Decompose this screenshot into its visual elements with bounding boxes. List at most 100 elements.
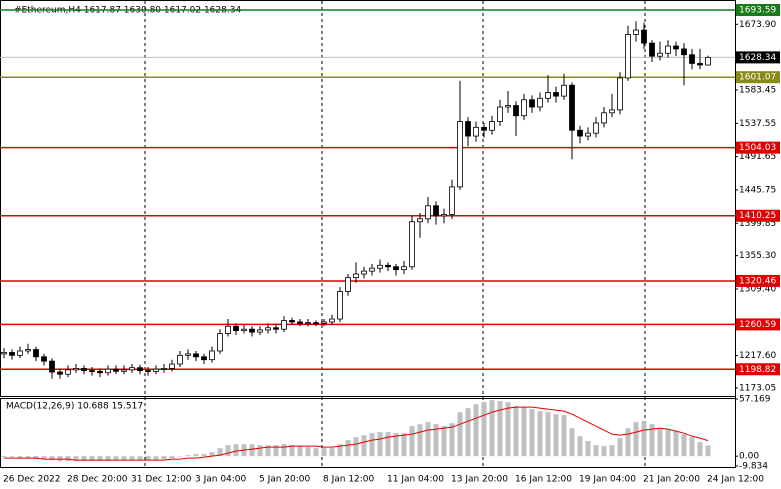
x-tick-label: 21 Jan 20:00 [643,475,700,485]
candle-body [265,327,271,331]
level-box [736,209,780,222]
macd-bar [481,402,487,457]
macd-bar [705,445,711,457]
candle-body [385,264,391,268]
candle-body [25,349,31,352]
macd-bar [193,454,199,457]
candle-body [313,322,319,325]
macd-bar [201,454,207,457]
candle-body [217,333,223,352]
y-tick-label: 1217.60 [739,351,776,361]
candle-body [673,45,679,50]
candle-body [649,42,655,57]
candle-body [185,353,191,356]
macd-bar [321,448,327,457]
candle-body [697,63,703,66]
macd-bar [401,433,407,457]
macd-bar [513,406,519,457]
macd-bar [81,456,87,462]
candle-body [641,29,647,44]
macd-bar [377,432,383,457]
level-box [736,274,780,287]
x-tick-label: 13 Jan 20:00 [451,475,508,485]
macd-bar [313,448,319,457]
level-label: 1410.25 [739,211,776,221]
macd-bar [593,445,599,457]
macd-bar [433,424,439,457]
candle-body [153,368,159,372]
candle-body [97,370,103,374]
macd-bar [49,456,55,461]
level-box [736,141,780,154]
candle-body [465,121,471,137]
macd-bar [609,445,615,457]
candle-body [137,367,143,371]
x-tick-label: 5 Jan 20:00 [259,475,311,485]
y-tick-label: 1399.85 [739,219,776,229]
candle-body [361,270,367,275]
candle-body [305,322,311,325]
candle-body [241,328,247,332]
macd-bar [217,448,223,457]
macd-signal-line [4,406,709,461]
macd-bar [233,444,239,457]
candle-body [377,264,383,269]
level-label: 1504.03 [739,143,776,153]
macd-bar [9,456,15,458]
y-tick-label: 1309.40 [739,284,776,294]
macd-bar [337,444,343,457]
candle-body [393,266,399,271]
x-tick-label: 19 Jan 04:00 [579,475,636,485]
macd-bar [129,456,135,461]
macd-bar [145,456,151,461]
x-tick-label: 26 Dec 2022 [3,475,61,485]
macd-bar [441,426,447,457]
candle-body [257,329,263,333]
candle-body [633,29,639,35]
candle-body [297,321,303,324]
candle-body [689,54,695,64]
candle-body [433,205,439,217]
x-tick-label: 24 Jan 12:00 [707,475,764,485]
candle-body [473,126,479,137]
macd-bar [473,404,479,457]
candle-body [193,353,199,358]
x-tick-label: 28 Dec 20:00 [67,475,128,485]
macd-bar [105,456,111,462]
x-tick-label: 3 Jan 04:00 [195,475,247,485]
macd-bar [225,445,231,457]
macd-bar [353,437,359,457]
candle-body [177,354,183,365]
level-label: 1260.59 [739,320,776,330]
candle-body [481,126,487,131]
candle-body [441,214,447,217]
macd-bar [169,456,175,459]
macd-bar [449,423,455,457]
candle-body [705,56,711,66]
macd-bar [177,456,183,457]
candle-body [289,320,295,323]
candle-body [33,349,39,358]
macd-bar [425,422,431,457]
main-panel [0,0,736,397]
y-tick-label: 1583.45 [739,85,776,95]
macd-bar [465,408,471,457]
candle-body [553,92,559,97]
candle-body [513,105,519,117]
macd-bar [209,452,215,457]
macd-bar [1,456,7,458]
last-price-box [736,51,780,64]
macd-bar [385,432,391,457]
candle-body [129,367,135,371]
macd-bar [529,409,535,457]
candle-body [65,369,71,375]
candle-body [369,267,375,272]
macd-bar [265,445,271,457]
macd-bar [25,456,31,459]
candle-body [449,186,455,215]
candle-body [545,92,551,99]
macd-y-tick-label: 57.169 [739,395,771,405]
candle-body [489,121,495,131]
macd-bar [305,447,311,457]
macd-bar [569,428,575,457]
